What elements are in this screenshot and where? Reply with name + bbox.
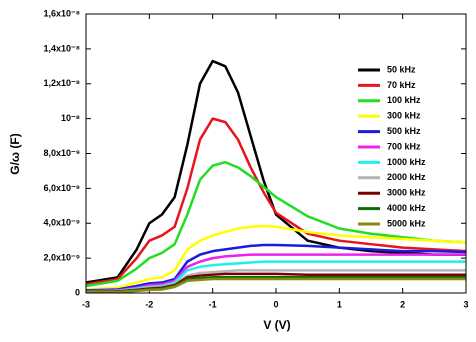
legend-label: 100 kHz bbox=[387, 95, 421, 105]
y-tick-label: 6,0x10⁻⁹ bbox=[43, 183, 80, 193]
x-tick-label: 0 bbox=[273, 299, 278, 309]
y-tick-label: 8,0x10⁻⁹ bbox=[43, 148, 80, 158]
legend-label: 300 kHz bbox=[387, 111, 421, 121]
x-axis-label: V (V) bbox=[263, 318, 290, 332]
y-tick-label: 1,6x10⁻⁸ bbox=[43, 8, 80, 18]
series-line bbox=[85, 224, 467, 291]
series-line bbox=[85, 243, 467, 292]
series-line bbox=[85, 160, 467, 288]
plot-frame bbox=[85, 13, 467, 294]
legend-label: 5000 kHz bbox=[387, 218, 426, 228]
y-tick-label: 1,4x10⁻⁸ bbox=[43, 43, 80, 53]
x-tick-label: -1 bbox=[209, 299, 217, 309]
x-tick-label: 1 bbox=[337, 299, 342, 309]
legend-label: 500 kHz bbox=[387, 126, 421, 136]
x-tick-label: -2 bbox=[145, 299, 153, 309]
legend-label: 700 kHz bbox=[387, 141, 421, 151]
series-line bbox=[85, 277, 466, 294]
x-tick-label: 3 bbox=[463, 299, 468, 309]
y-tick-label: 4,0x10⁻⁹ bbox=[43, 218, 80, 228]
x-tick-label: 2 bbox=[400, 299, 405, 309]
series-line bbox=[85, 253, 466, 293]
legend-label: 50 kHz bbox=[387, 64, 416, 74]
y-tick-label: 0 bbox=[75, 287, 80, 297]
series-line bbox=[85, 59, 466, 284]
legend-label: 1000 kHz bbox=[387, 157, 426, 167]
legend-label: 2000 kHz bbox=[387, 172, 426, 182]
y-axis-label: G/ω (F) bbox=[8, 133, 22, 174]
y-tick-label: 2,0x10⁻⁹ bbox=[43, 253, 80, 263]
legend-label: 4000 kHz bbox=[387, 203, 426, 213]
y-tick-label: 10⁻⁸ bbox=[61, 113, 80, 123]
legend-label: 70 kHz bbox=[387, 80, 416, 90]
legend-label: 3000 kHz bbox=[387, 188, 426, 198]
y-tick-label: 1,2x10⁻⁸ bbox=[43, 78, 80, 88]
series-line bbox=[85, 117, 467, 286]
x-tick-label: -3 bbox=[82, 299, 90, 309]
